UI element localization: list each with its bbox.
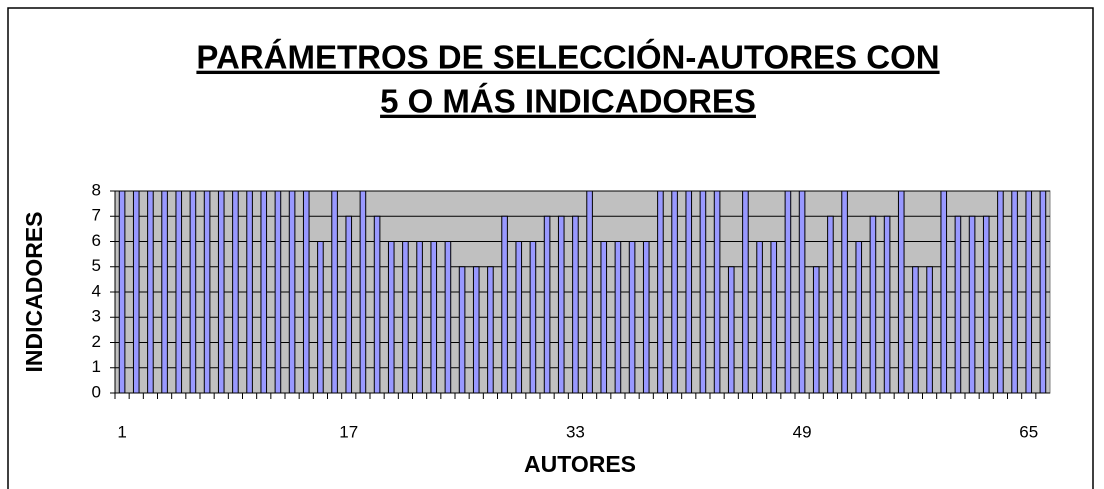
- bar: [501, 215, 508, 394]
- x-axis-label: AUTORES: [524, 451, 636, 477]
- bar: [472, 266, 480, 394]
- bar: [841, 190, 848, 394]
- y-tick-label: 6: [92, 231, 101, 250]
- bar: [529, 241, 537, 394]
- bar: [317, 241, 324, 394]
- bar: [600, 241, 608, 394]
- bar: [444, 241, 452, 394]
- bar: [685, 190, 693, 394]
- bar: [203, 190, 211, 394]
- bar: [147, 190, 154, 394]
- bar: [742, 190, 749, 394]
- bar: [1039, 190, 1047, 394]
- y-tick-label: 4: [92, 281, 101, 300]
- y-tick-label: 0: [92, 382, 101, 401]
- bar: [543, 215, 551, 394]
- bar: [727, 266, 735, 394]
- x-tick-label: 49: [793, 422, 812, 441]
- bar: [232, 190, 239, 394]
- bar: [784, 190, 792, 394]
- y-tick-label: 1: [92, 357, 101, 376]
- y-tick-label: 7: [92, 206, 101, 225]
- bar: [515, 241, 523, 394]
- x-tick-label: 1: [117, 422, 126, 441]
- bar: [302, 190, 310, 394]
- bar: [968, 215, 976, 394]
- bar: [402, 241, 409, 394]
- bar: [883, 215, 891, 394]
- bar: [557, 215, 565, 394]
- bar: [189, 190, 197, 394]
- bar: [770, 241, 778, 394]
- bar: [982, 215, 990, 394]
- bar: [897, 190, 905, 394]
- bar: [331, 190, 338, 394]
- bar: [274, 190, 282, 394]
- bar: [642, 241, 650, 394]
- bar: [827, 215, 834, 394]
- bar: [812, 266, 820, 394]
- bar: [586, 190, 593, 394]
- bar: [912, 266, 919, 394]
- bar: [997, 190, 1004, 394]
- bar: [430, 241, 438, 394]
- bar: [657, 190, 664, 394]
- y-tick-label: 8: [92, 180, 101, 199]
- bar: [614, 241, 622, 394]
- bar: [416, 241, 423, 394]
- bar: [855, 241, 863, 394]
- bar: [161, 190, 168, 394]
- bar: [869, 215, 877, 394]
- bar: [487, 266, 494, 394]
- x-tick-label: 17: [339, 422, 358, 441]
- bar: [132, 190, 140, 394]
- bar: [628, 241, 636, 394]
- bar: [756, 241, 763, 394]
- bar: [1025, 190, 1033, 394]
- y-tick-label: 2: [92, 332, 101, 351]
- bar: [671, 190, 678, 394]
- bar: [175, 190, 183, 394]
- y-axis-label: INDICADORES: [21, 211, 47, 372]
- bar: [387, 241, 395, 394]
- chart-title: PARÁMETROS DE SELECCIÓN-AUTORES CON: [196, 39, 939, 76]
- x-tick-label: 65: [1019, 422, 1038, 441]
- bar: [940, 190, 948, 394]
- bar: [359, 190, 367, 394]
- bar: [458, 266, 466, 394]
- bar: [926, 266, 933, 394]
- chart-title: 5 O MÁS INDICADORES: [380, 83, 756, 120]
- bar: [699, 190, 707, 394]
- bar: [798, 190, 806, 394]
- bar: [217, 190, 225, 394]
- bar: [572, 215, 579, 394]
- bar: [118, 190, 126, 394]
- bar: [260, 190, 268, 394]
- x-tick-label: 33: [566, 422, 585, 441]
- bar: [954, 215, 962, 394]
- bar: [288, 190, 296, 394]
- bar: [713, 190, 721, 394]
- bar: [246, 190, 253, 394]
- bar: [345, 215, 353, 394]
- y-tick-label: 3: [92, 307, 101, 326]
- bar: [373, 215, 381, 394]
- bar: [1011, 190, 1018, 394]
- y-tick-label: 5: [92, 256, 101, 275]
